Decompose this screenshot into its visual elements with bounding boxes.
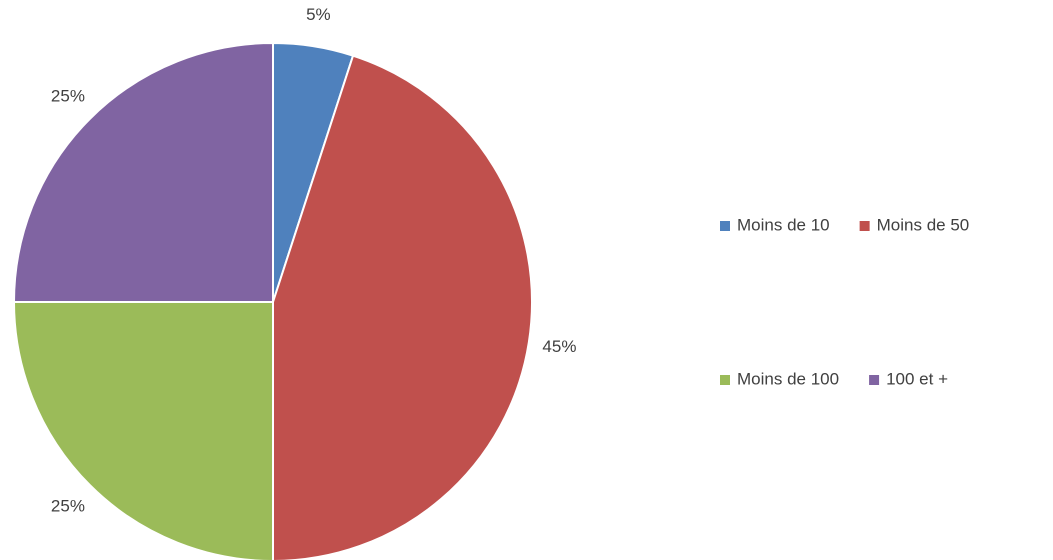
- pie-slice: [272, 54, 533, 560]
- data-label: 25%: [51, 86, 85, 105]
- pie-slice: [12, 41, 274, 303]
- legend-label: 100 et +: [886, 369, 948, 388]
- legend-swatch: [859, 221, 870, 231]
- legend-swatch: [720, 375, 730, 385]
- data-label: 45%: [542, 337, 576, 356]
- legend-swatch: [869, 375, 880, 385]
- legend-label: Moins de 10: [737, 215, 830, 234]
- legend-label: Moins de 100: [737, 369, 839, 388]
- pie-slice: [12, 301, 274, 560]
- data-label: 5%: [306, 5, 331, 24]
- legend-label: Moins de 50: [877, 215, 970, 234]
- data-label: 25%: [51, 497, 85, 516]
- legend-swatch: [720, 221, 730, 231]
